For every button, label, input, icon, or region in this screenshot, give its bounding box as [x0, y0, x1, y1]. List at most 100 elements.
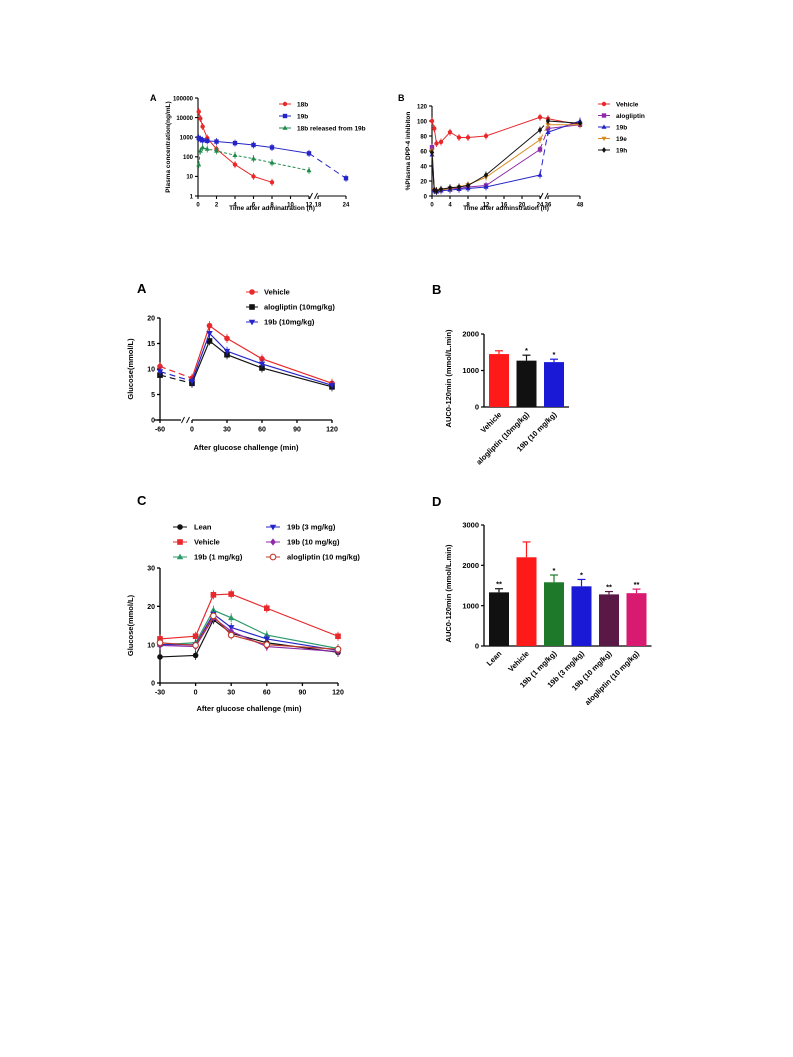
data-point: [429, 145, 435, 150]
bar: [544, 582, 564, 646]
data-point: [258, 361, 266, 368]
legend-marker: [601, 136, 607, 142]
series-5: [156, 611, 342, 654]
legend-marker: [282, 125, 288, 130]
significance-marker: *: [525, 346, 528, 355]
data-point: [432, 126, 437, 131]
data-point: [483, 133, 489, 139]
series-line: [547, 120, 581, 124]
data-point: [434, 187, 439, 194]
y-tick-label: 80: [420, 134, 427, 140]
y-tick-label: 1000: [180, 135, 194, 141]
data-point: [545, 122, 551, 128]
legend-label: 19b (10 mg/kg): [287, 538, 340, 547]
y-tick-label: 15: [147, 341, 155, 348]
series-line: [431, 116, 541, 145]
series-line: [308, 152, 347, 179]
panel-label: B: [432, 282, 441, 297]
data-point: [200, 124, 205, 129]
legend-label: 19b (10mg/kg): [264, 318, 315, 327]
x-tick-label: 0: [430, 203, 434, 209]
legend-marker: [177, 524, 183, 530]
x-tick-label: 120: [326, 427, 338, 434]
data-point: [156, 639, 164, 647]
data-point: [232, 140, 238, 146]
panel-label: D: [432, 494, 441, 509]
x-tick-label: 20: [519, 203, 526, 209]
legend-marker: [177, 539, 183, 545]
x-axis-title: After glucose challenge (min): [196, 704, 302, 713]
x-tick-label: 8: [270, 203, 274, 209]
data-point: [438, 139, 444, 145]
data-point: [537, 147, 543, 152]
y-tick-label: 10: [147, 367, 155, 374]
data-point: [269, 145, 275, 150]
series-4: [157, 613, 341, 657]
panel-label: C: [137, 493, 147, 508]
legend-marker: [176, 553, 184, 560]
category-label: Vehicle: [479, 410, 504, 435]
legend-marker: [282, 113, 288, 119]
x-tick-label: 4: [233, 203, 237, 209]
data-point: [334, 645, 342, 653]
significance-marker: *: [553, 350, 556, 359]
data-point: [269, 180, 275, 185]
legend-marker: [269, 524, 277, 531]
data-point: [198, 116, 203, 121]
significance-marker: **: [496, 580, 502, 589]
y-tick-label: 2000: [462, 330, 479, 339]
x-tick-label: 90: [293, 427, 301, 434]
x-tick-label: 36: [545, 203, 552, 209]
legend-label: Lean: [194, 523, 212, 532]
y-axis-title: Plasma concentration(ng/mL): [165, 101, 172, 192]
y-tick-label: 100000: [173, 96, 194, 102]
data-point: [192, 642, 199, 649]
y-tick-label: 0: [475, 403, 479, 412]
data-point: [228, 591, 234, 597]
category-label: alogliptin (10 mg/kg): [583, 649, 641, 707]
bar: [571, 586, 592, 646]
series-1: [157, 589, 341, 644]
data-point: [343, 176, 349, 181]
x-tick-label: 16: [501, 203, 508, 209]
data-point: [483, 172, 489, 178]
y-axis-title: Glucose(mmol/L): [126, 338, 135, 400]
significance-marker: **: [606, 583, 612, 592]
data-point: [198, 136, 203, 142]
y-tick-label: 100: [183, 155, 194, 161]
y-tick-label: 20: [147, 316, 155, 323]
data-point: [223, 348, 231, 355]
data-point: [263, 641, 271, 649]
data-point: [224, 335, 230, 342]
data-point: [269, 160, 275, 165]
series-line: [159, 609, 339, 650]
data-point: [204, 146, 210, 151]
series-line: [159, 365, 193, 379]
legend-label: Vehicle: [616, 101, 639, 108]
data-point: [259, 356, 265, 362]
x-axis-title: Time after adminatration (h): [229, 205, 315, 212]
data-point: [213, 148, 220, 153]
y-tick-label: 10: [147, 642, 155, 649]
data-point: [200, 138, 205, 143]
series-4: [429, 117, 583, 195]
data-point: [537, 115, 543, 120]
y-tick-label: 0: [475, 642, 479, 651]
bar: [626, 593, 647, 646]
series-2: [196, 143, 312, 175]
legend-label: 18b released from 19b: [297, 125, 366, 132]
data-point: [264, 605, 270, 612]
x-axis-title: Time after adminstration (h): [463, 205, 549, 212]
data-point: [196, 161, 202, 167]
x-tick-label: 6: [252, 203, 256, 209]
y-tick-label: 5: [151, 392, 155, 399]
legend-label: 19b: [616, 124, 627, 131]
x-tick-label: 90: [299, 690, 307, 697]
data-point: [483, 184, 489, 189]
data-point: [227, 614, 235, 621]
x-axis-title: After glucose challenge (min): [193, 443, 299, 452]
